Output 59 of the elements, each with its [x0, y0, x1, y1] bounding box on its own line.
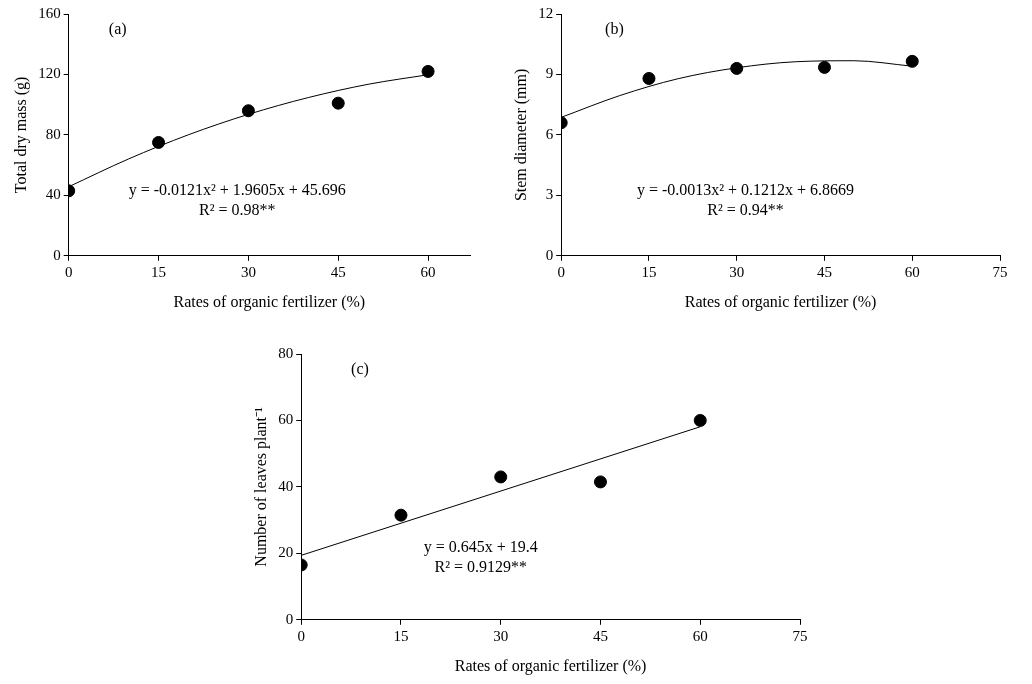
x-tick-label: 45	[816, 263, 832, 280]
annotation: y = -0.0121x² + 1.9605x + 45.696	[128, 180, 346, 199]
x-tick-label: 45	[330, 263, 346, 280]
y-tick-label: 0	[545, 246, 554, 263]
annotation: (b)	[605, 20, 624, 39]
x-tick-label: 0	[297, 627, 305, 644]
annotation: y = 0.645x + 19.4	[423, 538, 538, 557]
x-tick-label: 15	[641, 263, 657, 280]
annotation: y = -0.0013x² + 0.1212x + 6.8669	[636, 180, 855, 199]
y-tick-label: 120	[38, 65, 61, 82]
y-axis-title: Number of leaves plant⁻¹	[251, 406, 270, 567]
x-tick-label: 75	[992, 263, 1008, 280]
x-tick-label: 0	[64, 263, 73, 280]
y-tick-label: 20	[278, 544, 294, 561]
x-tick-label: 60	[904, 263, 920, 280]
point	[421, 64, 435, 78]
y-tick-label: 160	[38, 4, 61, 21]
point	[331, 96, 345, 110]
y-tick-label: 6	[545, 125, 554, 142]
point	[394, 508, 408, 522]
x-tick-label: 15	[151, 263, 167, 280]
y-tick-label: 3	[545, 186, 554, 203]
x-tick-label: 30	[729, 263, 745, 280]
y-tick-label: 80	[45, 125, 61, 142]
y-tick-label: 0	[53, 246, 61, 263]
x-tick-label: 30	[240, 263, 256, 280]
y-tick-label: 0	[285, 610, 294, 627]
y-tick-label: 12	[538, 4, 554, 21]
annotation: R² = 0.9129**	[434, 558, 528, 576]
y-tick-label: 40	[45, 186, 61, 203]
point	[817, 60, 831, 74]
x-tick-label: 30	[493, 627, 509, 644]
point	[693, 413, 707, 427]
x-tick-label: 45	[592, 627, 608, 644]
x-axis-title: Rates of organic fertilizer (%)	[454, 656, 647, 675]
x-tick-label: 75	[792, 627, 808, 644]
y-tick-label: 80	[278, 344, 294, 361]
y-axis-title: Stem diameter (mm)	[511, 68, 530, 202]
point	[905, 54, 919, 68]
annotation: (c)	[351, 360, 369, 379]
x-tick-label: 60	[420, 263, 436, 280]
x-tick-label: 60	[692, 627, 708, 644]
y-tick-label: 9	[545, 65, 554, 82]
point	[494, 470, 508, 484]
x-axis-title: Rates of organic fertilizer (%)	[173, 292, 366, 311]
x-tick-label: 15	[393, 627, 409, 644]
point	[152, 135, 166, 149]
y-axis-title: Total dry mass (g)	[11, 76, 30, 194]
annotation: R² = 0.94**	[707, 200, 784, 218]
point	[730, 61, 744, 75]
point	[593, 475, 607, 489]
y-tick-label: 60	[278, 411, 294, 428]
point	[642, 71, 656, 85]
annotation: (a)	[108, 20, 127, 39]
x-axis-title: Rates of organic fertilizer (%)	[684, 292, 877, 311]
point	[241, 104, 255, 118]
y-tick-label: 40	[278, 477, 294, 494]
x-tick-label: 0	[557, 263, 565, 280]
annotation: R² = 0.98**	[199, 200, 276, 218]
